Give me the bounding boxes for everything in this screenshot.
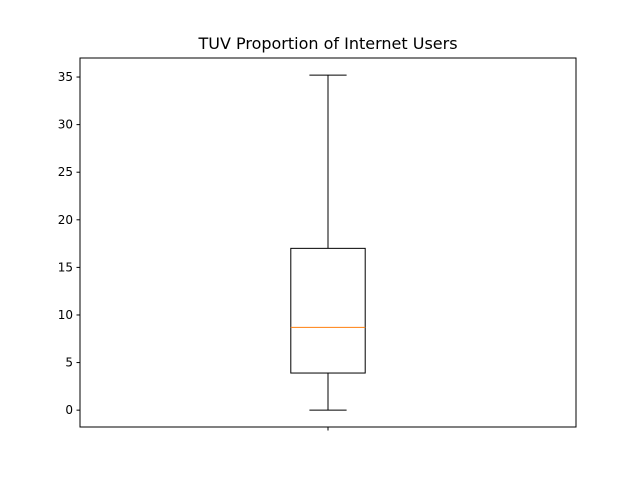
chart-title: TUV Proportion of Internet Users	[197, 34, 457, 53]
y-tick-label: 0	[65, 403, 73, 417]
iqr-box	[290, 247, 366, 374]
y-tick-label: 30	[58, 118, 73, 132]
y-tick-label: 5	[65, 356, 73, 370]
y-tick-label: 25	[58, 165, 73, 179]
box-group	[290, 74, 366, 411]
y-tick-label: 10	[58, 308, 73, 322]
y-tick-label: 15	[58, 260, 73, 274]
y-tick-label: 20	[58, 213, 73, 227]
y-tick-label: 35	[58, 70, 73, 84]
y-axis: 0 5 10 15 20 25 30 35	[58, 70, 80, 417]
